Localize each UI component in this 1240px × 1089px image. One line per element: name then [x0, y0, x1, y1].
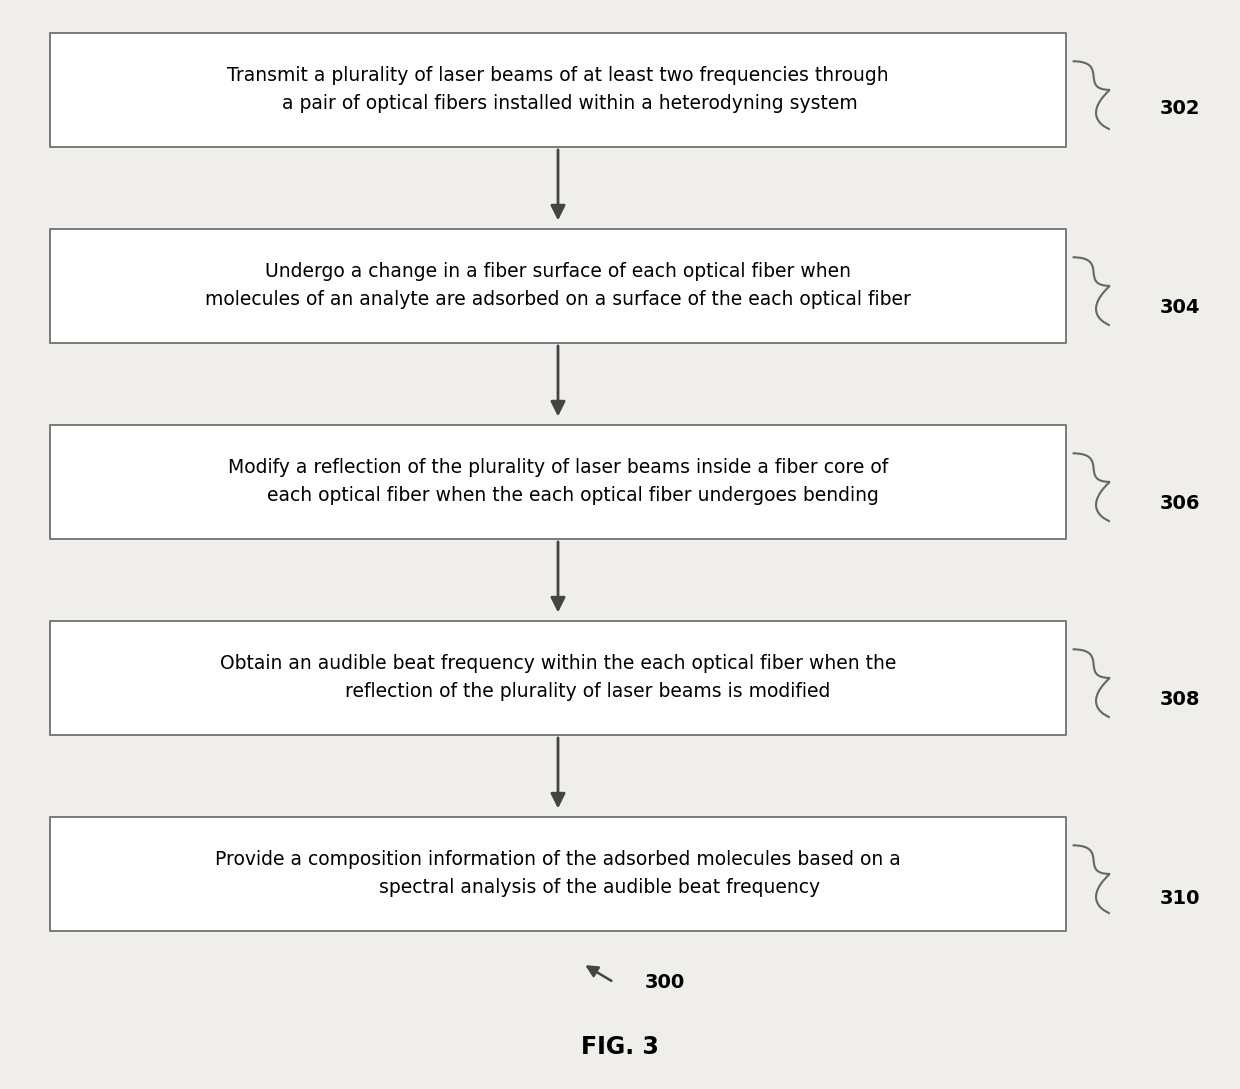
- Text: 302: 302: [1159, 99, 1200, 119]
- Text: Modify a reflection of the plurality of laser beams inside a fiber core of
     : Modify a reflection of the plurality of …: [228, 458, 888, 505]
- Text: FIG. 3: FIG. 3: [582, 1035, 658, 1059]
- Text: 310: 310: [1159, 889, 1200, 908]
- Text: 308: 308: [1159, 689, 1200, 709]
- FancyBboxPatch shape: [50, 33, 1066, 147]
- Text: 300: 300: [645, 972, 684, 992]
- FancyBboxPatch shape: [50, 229, 1066, 343]
- Text: 304: 304: [1159, 297, 1200, 317]
- FancyBboxPatch shape: [50, 621, 1066, 735]
- FancyBboxPatch shape: [50, 425, 1066, 539]
- FancyBboxPatch shape: [50, 817, 1066, 931]
- Text: 306: 306: [1159, 493, 1200, 513]
- Text: Transmit a plurality of laser beams of at least two frequencies through
    a pa: Transmit a plurality of laser beams of a…: [227, 66, 889, 113]
- Text: Obtain an audible beat frequency within the each optical fiber when the
        : Obtain an audible beat frequency within …: [219, 654, 897, 701]
- Text: Provide a composition information of the adsorbed molecules based on a
         : Provide a composition information of the…: [215, 851, 901, 897]
- Text: Undergo a change in a fiber surface of each optical fiber when
molecules of an a: Undergo a change in a fiber surface of e…: [205, 262, 911, 309]
